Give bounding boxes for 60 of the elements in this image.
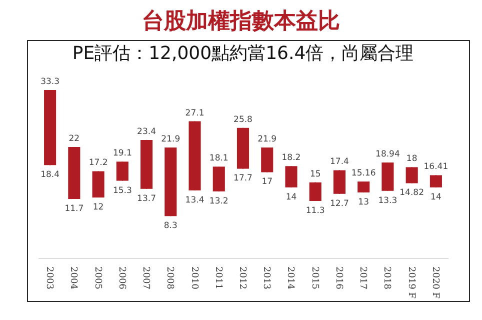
x-tick-label: 2020 F xyxy=(430,266,440,299)
x-tick-label: 2013 xyxy=(261,266,272,290)
annotation: 12 xyxy=(92,202,104,212)
x-tick-label: 2016 xyxy=(333,266,344,290)
candlestick xyxy=(358,181,370,193)
x-tick-label: 2014 xyxy=(285,266,296,290)
x-tick-label: 2003 xyxy=(44,266,54,290)
annotation: 21.9 xyxy=(258,134,277,145)
annotation: 25.8 xyxy=(234,114,252,125)
x-tick-label: 2008 xyxy=(164,266,175,290)
annotation: 17.2 xyxy=(88,158,108,168)
candlestick xyxy=(116,161,128,182)
annotation: 14.82 xyxy=(400,188,424,198)
annotation: 13.4 xyxy=(185,195,204,206)
annotation: 8.3 xyxy=(164,221,178,232)
x-tick-label: 2006 xyxy=(116,266,126,290)
candlestick xyxy=(406,166,418,184)
x-tick-label: 2010 xyxy=(188,266,199,290)
x-tick-label: 2011 xyxy=(212,266,223,290)
annotation: 13.2 xyxy=(209,196,228,206)
annotation: 13 xyxy=(358,197,369,208)
annotation: 15.16 xyxy=(351,168,376,179)
annotation: 11.3 xyxy=(306,206,325,216)
annotation: 11.7 xyxy=(64,204,84,214)
candlestick xyxy=(285,166,298,188)
annotation: 17.4 xyxy=(330,157,349,168)
x-tick-label: 2012 xyxy=(237,266,247,290)
x-tick-label: 2019 F xyxy=(406,266,416,299)
annotation: 18.94 xyxy=(376,149,400,160)
annotation: 15 xyxy=(310,169,321,180)
annotation: 17 xyxy=(262,177,273,188)
annotation: 18.2 xyxy=(282,153,301,164)
x-tick-label: 2015 xyxy=(309,266,320,290)
chart-title: 台股加權指數本益比 xyxy=(141,7,341,36)
annotation: 23.4 xyxy=(137,126,156,137)
annotation: 21.9 xyxy=(161,134,180,145)
annotation: 13.3 xyxy=(378,196,398,206)
annotation: 19.1 xyxy=(112,148,132,159)
x-tick-label: 2007 xyxy=(140,266,151,290)
annotation: 18.1 xyxy=(209,154,228,164)
annotation: 16.41 xyxy=(424,162,448,172)
annotation: 13.7 xyxy=(137,194,156,204)
x-tick-label: 2005 xyxy=(92,266,102,290)
annotation: 14 xyxy=(286,192,297,202)
annotation: 22 xyxy=(68,134,80,144)
x-tick-label: 2017 xyxy=(358,266,368,290)
x-tick-label: 2018 xyxy=(382,266,392,290)
candlestick xyxy=(430,174,442,188)
candlestick xyxy=(333,170,346,194)
x-tick-label: 2004 xyxy=(68,266,78,290)
annotation: 18.4 xyxy=(40,170,60,180)
annotation: 14 xyxy=(430,192,442,202)
annotation: 18 xyxy=(406,154,418,164)
annotation: 15.3 xyxy=(112,186,132,196)
annotation: 33.3 xyxy=(40,77,60,87)
candlestick xyxy=(309,182,322,202)
annotation: 17.7 xyxy=(234,174,252,184)
chart-subtitle: PE評估：12,000點約當16.4倍，尚屬合理 xyxy=(72,43,414,64)
annotation: 27.1 xyxy=(185,108,204,118)
annotation: 12.7 xyxy=(330,198,349,209)
